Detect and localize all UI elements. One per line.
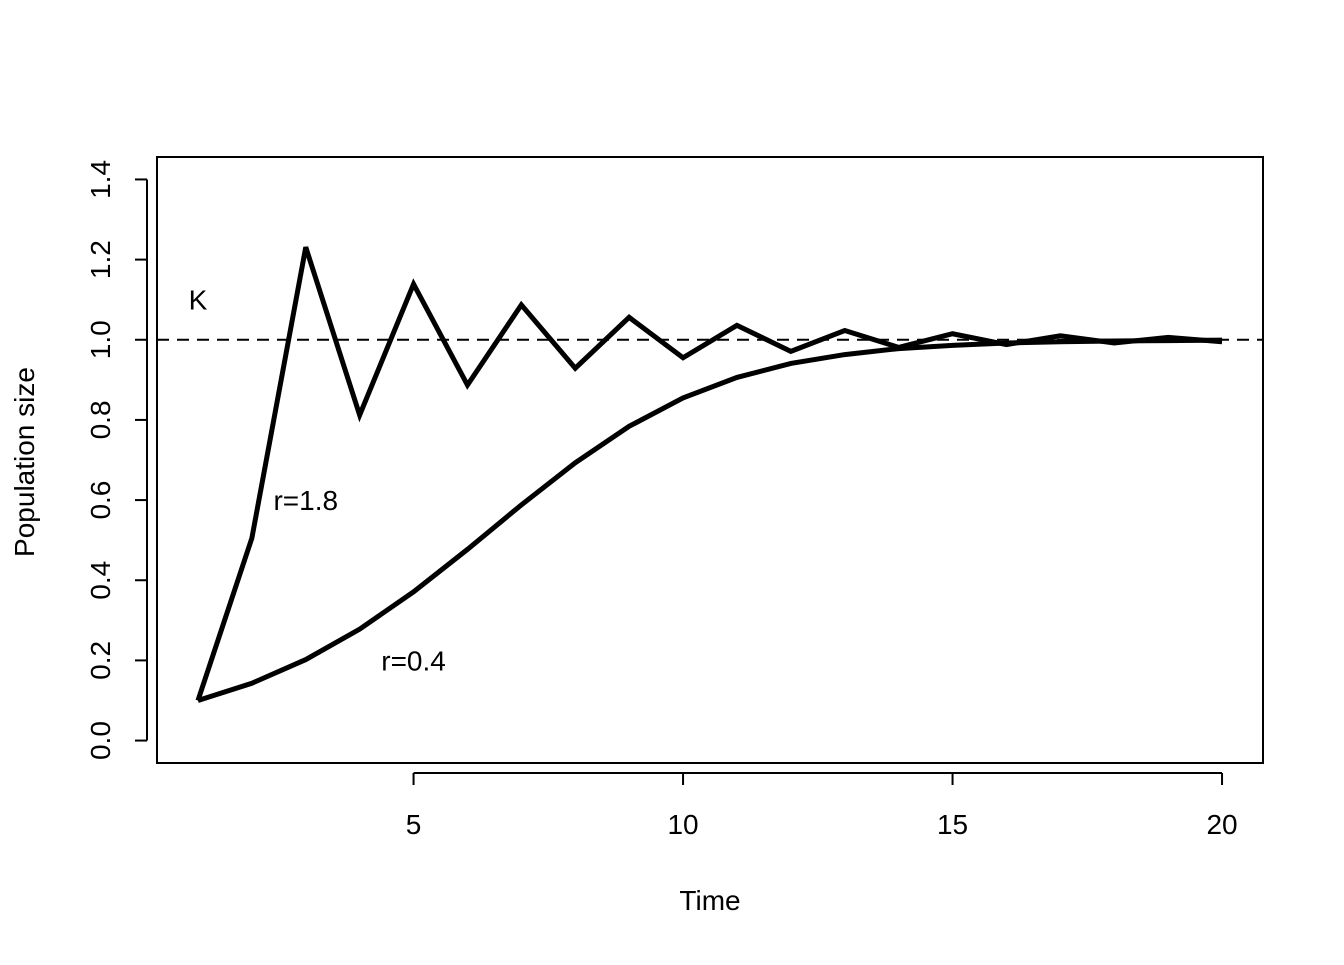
y-tick-label: 0.8 bbox=[85, 400, 116, 439]
y-tick-label: 0.6 bbox=[85, 481, 116, 520]
y-tick-label: 1.0 bbox=[85, 320, 116, 359]
x-tick-label: 5 bbox=[406, 809, 422, 840]
series-line bbox=[195, 246, 1223, 702]
x-tick-label: 10 bbox=[667, 809, 698, 840]
x-axis-title: Time bbox=[679, 885, 740, 916]
y-tick-label: 0.4 bbox=[85, 561, 116, 600]
series-line bbox=[197, 337, 1223, 703]
x-tick-label: 20 bbox=[1206, 809, 1237, 840]
y-axis-title: Population size bbox=[9, 367, 40, 557]
x-tick-label: 15 bbox=[937, 809, 968, 840]
y-tick-label: 1.2 bbox=[85, 240, 116, 279]
plot-box bbox=[156, 156, 1264, 764]
annotation: r=0.4 bbox=[381, 645, 446, 676]
annotation: K bbox=[189, 285, 208, 316]
y-tick-label: 1.4 bbox=[85, 160, 116, 199]
annotation: r=1.8 bbox=[273, 485, 338, 516]
y-tick-label: 0.0 bbox=[85, 721, 116, 760]
y-tick-label: 0.2 bbox=[85, 641, 116, 680]
